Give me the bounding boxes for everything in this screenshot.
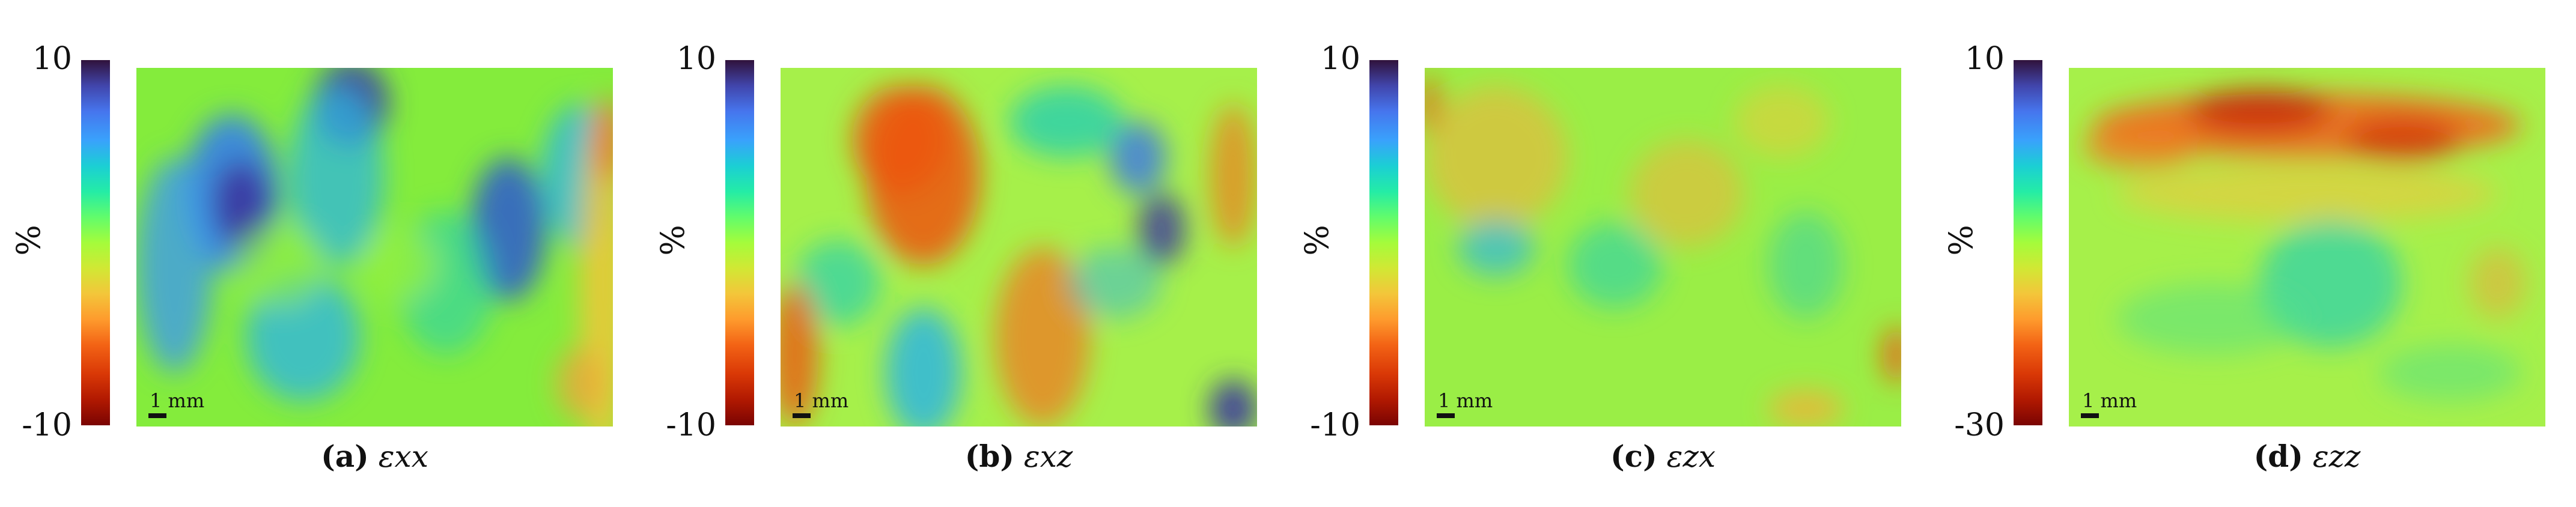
panel-caption-symbol: εzz (2312, 439, 2361, 474)
strain-field-region (1767, 390, 1844, 427)
strain-map: 1 mm (1425, 68, 1901, 427)
strain-map: 1 mm (781, 68, 1257, 427)
colorbar-unit-label: % (654, 225, 692, 256)
panel-caption: (d) εzz (2069, 439, 2545, 475)
strain-field-region (1567, 222, 1663, 308)
strain-field-region (994, 247, 1091, 427)
strain-field-region (136, 157, 213, 373)
colorbar-min-label: -30 (1954, 407, 2005, 443)
panel-caption-symbol: εzx (1666, 439, 1716, 474)
strain-field-region (2188, 89, 2331, 133)
strain-field (781, 68, 1257, 427)
panel-caption: (b) εxz (781, 439, 1257, 475)
strain-field-region (1209, 380, 1257, 427)
colorbar-max-label: 10 (1320, 41, 1360, 77)
figure-panel-d: 10 -30 % 1 mm (d) εzz (1932, 0, 2576, 507)
strain-map: 1 mm (2069, 68, 2545, 427)
colorbar-max-label: 10 (32, 41, 72, 77)
strain-field (1425, 68, 1901, 427)
colorbar (2014, 60, 2042, 425)
strain-field-region (1209, 103, 1257, 247)
strain-field-region (1458, 218, 1535, 276)
strain-field-region (1734, 85, 1830, 158)
strain-field-region (2116, 283, 2307, 355)
panel-caption-symbol: εxz (1023, 439, 1073, 474)
panel-caption-tag: (c) (1610, 439, 1657, 474)
strain-field-region (1882, 326, 1901, 384)
strain-field-region (1425, 85, 1568, 229)
strain-field-region (288, 85, 385, 266)
colorbar-max-label: 10 (676, 41, 716, 77)
strain-field (2069, 68, 2545, 427)
strain-map: 1 mm (136, 68, 613, 427)
strain-field-region (781, 283, 819, 427)
strain-field-region (2345, 118, 2460, 162)
colorbar-unit-label: % (1942, 225, 1980, 256)
panel-caption: (c) εzx (1425, 439, 1901, 475)
figure-panel-b: 10 -10 % 1 mm (b) εxz (644, 0, 1288, 507)
colorbar-min-label: -10 (1310, 407, 1360, 443)
colorbar-max-label: 10 (1964, 41, 2005, 77)
panel-caption-tag: (b) (964, 439, 1014, 474)
figure-panel-a: 10 -10 % 1 mm (a) εxx (0, 0, 644, 507)
strain-field-region (794, 240, 881, 326)
colorbar-unit-label: % (1298, 225, 1336, 256)
colorbar-min-label: -10 (22, 407, 72, 443)
strain-field-region (555, 347, 604, 420)
scale-bar-line (148, 413, 166, 418)
colorbar-min-label: -10 (666, 407, 716, 443)
strain-field-region (360, 229, 437, 302)
scale-bar-line (2081, 413, 2099, 418)
scale-bar-line (1437, 413, 1455, 418)
scale-bar-label: 1 mm (1438, 389, 1493, 412)
strain-field-region (2083, 125, 2198, 169)
strain-field-region (212, 161, 270, 247)
colorbar (725, 60, 754, 425)
strain-field-region (2469, 247, 2527, 319)
strain-field-region (1425, 74, 1439, 133)
strain-field-region (231, 222, 327, 308)
figure-panel-c: 10 -10 % 1 mm (c) εzx (1288, 0, 1932, 507)
colorbar-unit-label: % (10, 225, 47, 256)
strain-field-region (1066, 247, 1162, 319)
scale-bar-line (793, 413, 811, 418)
panel-caption-symbol: εxx (378, 439, 428, 474)
strain-field-region (1629, 139, 1744, 247)
strain-field-region (2378, 344, 2522, 402)
strain-field-region (594, 96, 613, 183)
strain-field-region (2116, 165, 2498, 222)
strain-field-region (579, 103, 613, 427)
strain-field-region (851, 85, 948, 193)
colorbar (81, 60, 110, 425)
strain-field-region (1009, 85, 1124, 158)
scale-bar-label: 1 mm (150, 389, 205, 412)
scale-bar-label: 1 mm (2082, 389, 2137, 412)
panel-caption-tag: (a) (321, 439, 369, 474)
colorbar (1369, 60, 1398, 425)
scale-bar-label: 1 mm (794, 389, 849, 412)
strain-field-region (1137, 193, 1186, 266)
strain-field-region (885, 308, 962, 427)
panel-caption-tag: (d) (2253, 439, 2303, 474)
strain-field-region (1109, 121, 1167, 193)
strain-field-region (1767, 211, 1844, 319)
strain-field (136, 68, 613, 427)
panel-caption: (a) εxx (136, 439, 613, 475)
